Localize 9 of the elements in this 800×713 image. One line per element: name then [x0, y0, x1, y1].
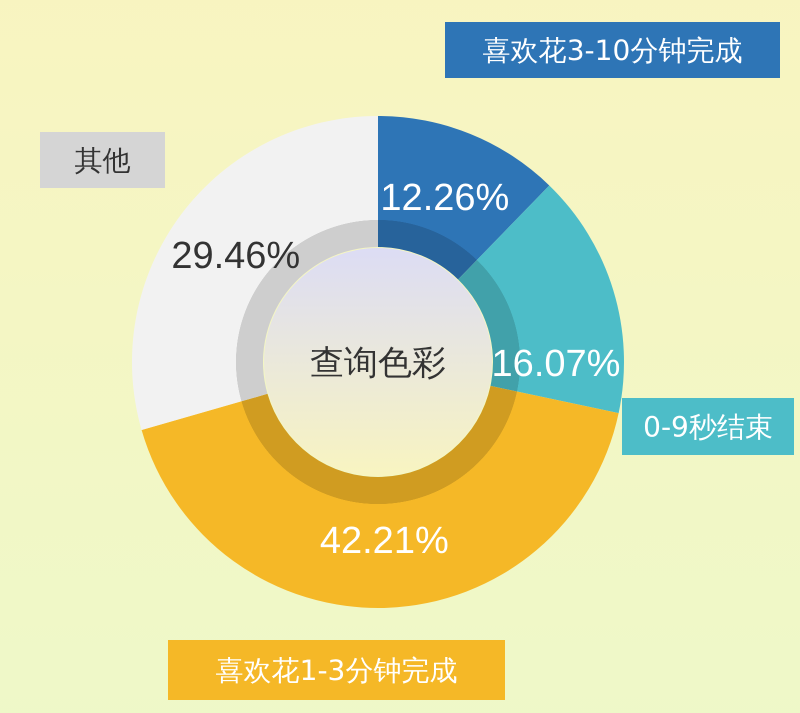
data-label: 42.21%	[320, 520, 449, 562]
data-label: 16.07%	[492, 342, 620, 385]
data-label: 29.46%	[171, 234, 300, 277]
slice-label: 喜欢花1-3分钟完成	[216, 654, 458, 687]
text: 查询色彩	[310, 343, 446, 383]
slice-label: 喜欢花3-10分钟完成	[482, 34, 742, 67]
slice-label: 0-9秒结束	[643, 410, 773, 444]
data-label: 12.26%	[380, 177, 510, 220]
slice-label: 其他	[74, 144, 130, 177]
